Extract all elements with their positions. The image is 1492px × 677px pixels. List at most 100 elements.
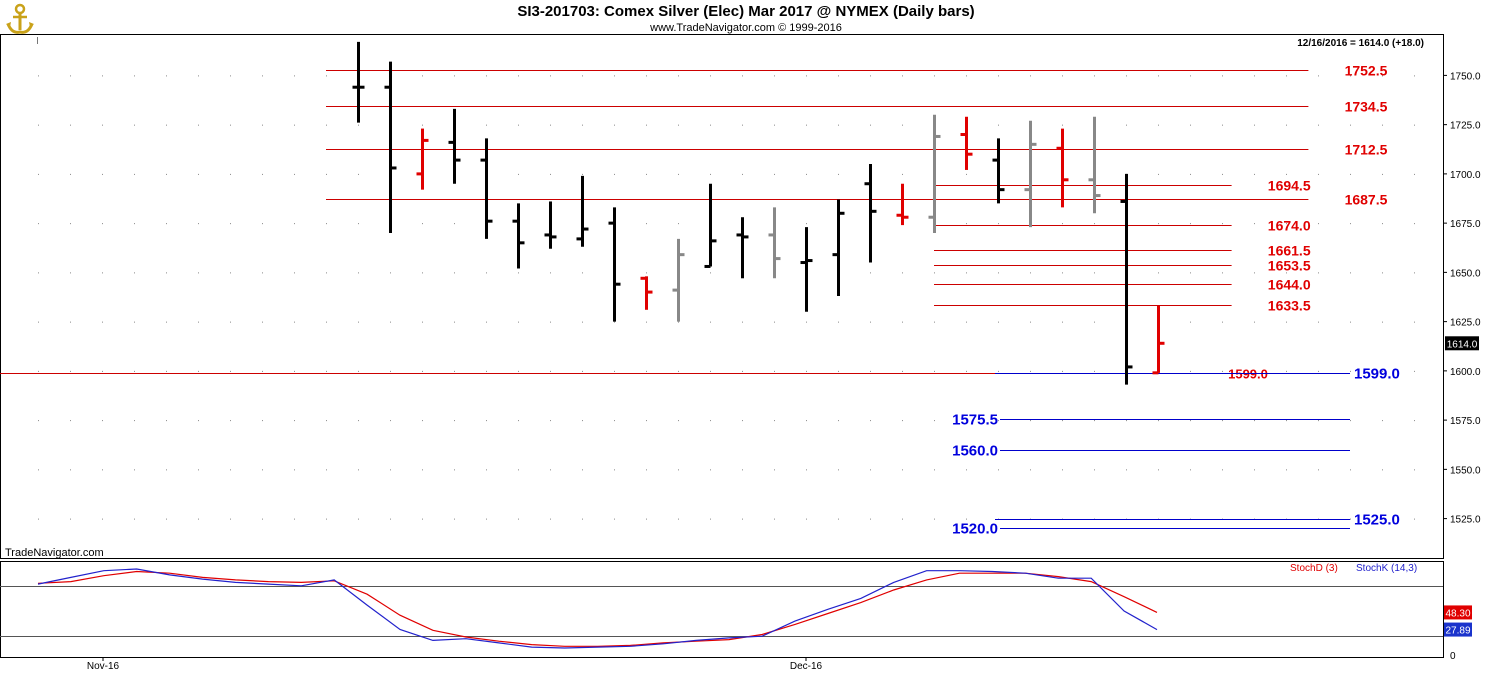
grid-dot — [1318, 124, 1319, 126]
grid-dot — [1254, 173, 1255, 175]
grid-dot — [678, 370, 679, 372]
grid-dot — [38, 321, 39, 323]
grid-dot — [806, 173, 807, 175]
grid-dot — [1414, 321, 1415, 323]
grid-dot — [710, 173, 711, 175]
grid-dot — [902, 272, 903, 274]
grid-dot — [1414, 223, 1415, 225]
ohlc-bar — [448, 108, 461, 184]
grid-dot — [902, 370, 903, 372]
grid-dot — [1286, 370, 1287, 372]
grid-dot — [326, 469, 327, 471]
grid-dot — [742, 321, 743, 323]
grid-dot — [166, 75, 167, 77]
grid-dot — [614, 173, 615, 175]
grid-dot — [1126, 75, 1127, 77]
grid-dot — [774, 75, 775, 77]
grid-dot — [454, 518, 455, 520]
y-tick-label: 1650.0 — [1450, 268, 1481, 279]
grid-dot — [1286, 420, 1287, 422]
grid-dot — [358, 223, 359, 225]
grid-dot — [934, 75, 935, 77]
grid-dot — [646, 124, 647, 126]
grid-dot — [1318, 469, 1319, 471]
support-levels: 1599.0 1575.5 1560.0 1525.0 1520.0 — [952, 366, 1400, 538]
grid-dot — [1062, 321, 1063, 323]
stoch-k-value: 27.89 — [1445, 626, 1470, 637]
ohlc-bar — [1056, 128, 1069, 208]
grid-dot — [1254, 75, 1255, 77]
grid-dot — [294, 124, 295, 126]
grid-dot — [1062, 124, 1063, 126]
grid-dot — [678, 223, 679, 225]
grid-dot — [934, 420, 935, 422]
resistance-label: 1674.0 — [1268, 218, 1311, 234]
grid-dot — [198, 223, 199, 225]
grid-dot — [1414, 469, 1415, 471]
grid-dot — [1414, 370, 1415, 372]
grid-dot — [1254, 420, 1255, 422]
grid-dot — [966, 469, 967, 471]
chart-subtitle: www.TradeNavigator.com © 1999-2016 — [650, 22, 842, 34]
grid-dot — [422, 370, 423, 372]
grid-dot — [582, 321, 583, 323]
grid-dot — [1222, 75, 1223, 77]
grid-dot — [902, 75, 903, 77]
status-line: 12/16/2016 = 1614.0 (+18.0) — [1297, 38, 1424, 49]
ohlc-bar — [768, 207, 781, 279]
grid-dot — [1222, 223, 1223, 225]
grid-dot — [550, 173, 551, 175]
grid-dot — [1318, 420, 1319, 422]
grid-dot — [166, 420, 167, 422]
grid-dot — [166, 272, 167, 274]
grid-dot — [102, 75, 103, 77]
grid-dot — [134, 321, 135, 323]
stoch-line-stoch_k — [37, 568, 1158, 649]
grid-dot — [774, 124, 775, 126]
grid-dot — [998, 75, 999, 77]
ohlc-bar — [512, 203, 525, 269]
grid-dot — [262, 223, 263, 225]
grid-dot — [550, 518, 551, 520]
grid-dot — [38, 370, 39, 372]
grid-dot — [230, 272, 231, 274]
grid-dot — [1286, 469, 1287, 471]
grid-dot — [1094, 321, 1095, 323]
grid-dot — [1350, 469, 1351, 471]
grid-dot — [358, 124, 359, 126]
grid-dot — [710, 518, 711, 520]
grid-dot — [1414, 173, 1415, 175]
grid-dot — [486, 370, 487, 372]
grid-dot — [1318, 370, 1319, 372]
ohlc-bar — [992, 138, 1005, 204]
grid-dot — [326, 223, 327, 225]
grid-dot — [38, 124, 39, 126]
grid-dot — [678, 75, 679, 77]
grid-dot — [1318, 173, 1319, 175]
grid-dot — [1190, 124, 1191, 126]
grid-dot — [1286, 272, 1287, 274]
grid-dot — [1222, 469, 1223, 471]
grid-dot — [358, 420, 359, 422]
grid-dot — [326, 124, 327, 126]
grid-dot — [390, 420, 391, 422]
grid-dot — [262, 469, 263, 471]
ohlc-bar — [1120, 173, 1133, 385]
grid-dot — [838, 321, 839, 323]
grid-dot — [1318, 75, 1319, 77]
ohlc-bar — [896, 183, 909, 226]
grid-dot — [262, 420, 263, 422]
grid-dot — [806, 321, 807, 323]
grid-dot — [1126, 124, 1127, 126]
grid-dot — [454, 223, 455, 225]
grid-dot — [742, 469, 743, 471]
grid-dot — [422, 321, 423, 323]
grid-dot — [294, 321, 295, 323]
grid-dot — [230, 173, 231, 175]
grid-dot — [1030, 321, 1031, 323]
grid-dot — [966, 370, 967, 372]
ohlc-bar — [576, 175, 589, 247]
grid-dot — [1030, 469, 1031, 471]
grid-dot — [390, 272, 391, 274]
grid-dot — [38, 272, 39, 274]
